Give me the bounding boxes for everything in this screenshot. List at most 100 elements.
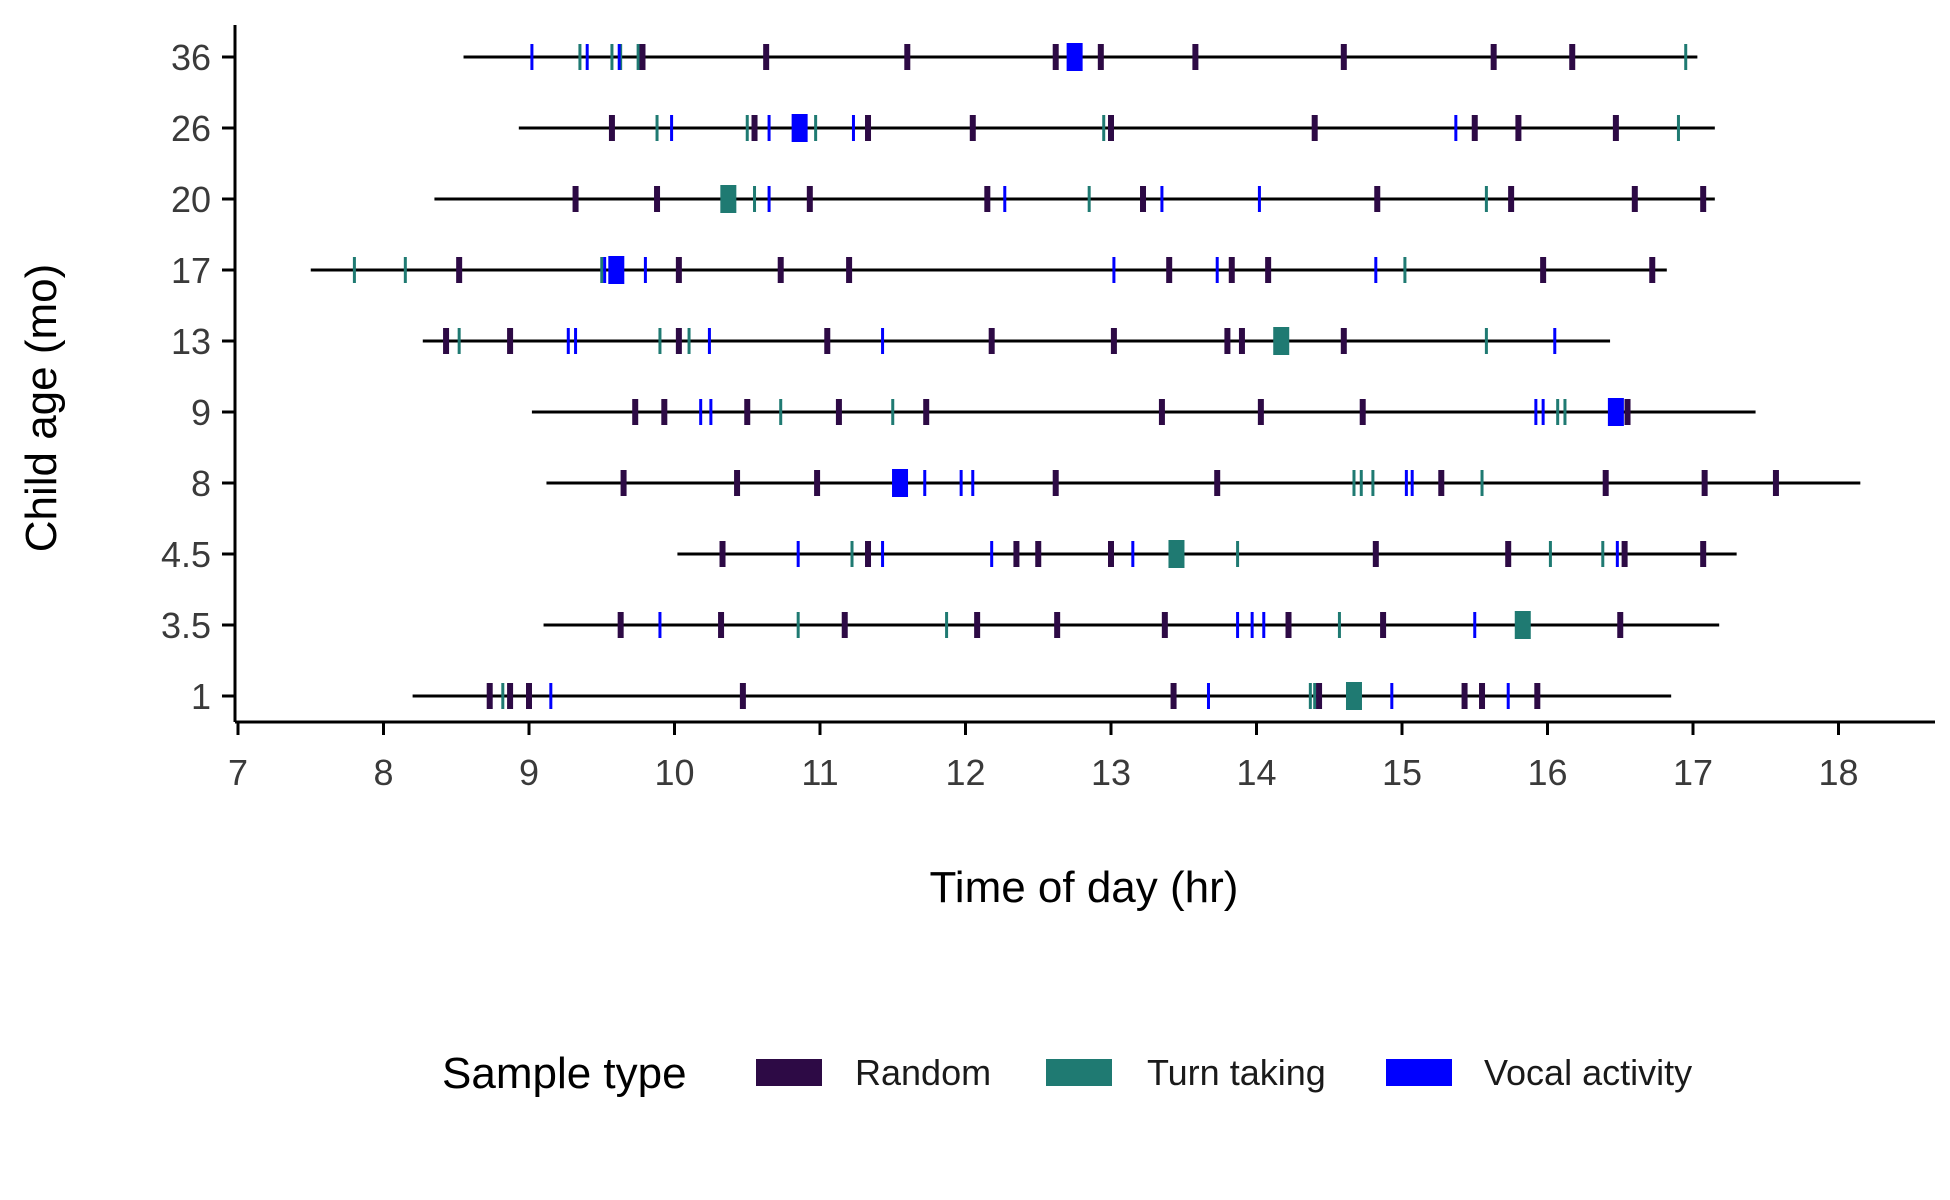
vocal-activity-sample-20-0: [767, 186, 771, 212]
vocal-activity-sample-4-5-1: [881, 541, 885, 567]
legend-swatch-random: [756, 1059, 822, 1086]
vocal-activity-sample-3-5-2: [1250, 612, 1254, 638]
random-sample-26-4: [1108, 115, 1114, 141]
vocal-activity-sample-17-1: [643, 257, 647, 283]
vocal-activity-sample-9-3: [1541, 399, 1545, 425]
vocal-activity-sample-4-5-3: [1131, 541, 1135, 567]
turn-taking-sample-8-1: [1359, 470, 1363, 496]
random-sample-17-8: [1649, 257, 1656, 283]
vocal-activity-sample-17-0: [603, 257, 607, 283]
y-tick-label-36: 36: [171, 37, 211, 78]
vocal-activity-sample-36-0: [530, 44, 534, 70]
random-sample-4-5-1: [865, 541, 872, 567]
random-sample-8-7: [1701, 470, 1708, 496]
random-sample-26-8: [1612, 115, 1619, 141]
random-sample-13-4: [988, 328, 995, 354]
random-sample-8-6: [1602, 470, 1609, 496]
random-sample-9-8: [1624, 399, 1631, 425]
y-tick-label-1: 1: [191, 676, 211, 717]
turn-taking-sample-1-2: [1313, 683, 1317, 709]
random-sample-26-5: [1311, 115, 1318, 141]
vocal-activity-sample-13-0: [566, 328, 570, 354]
turn-taking-sample-block-1-0: [1345, 682, 1362, 710]
random-sample-4-5-2: [1013, 541, 1020, 567]
random-sample-13-3: [824, 328, 831, 354]
turn-taking-sample-13-3: [1484, 328, 1488, 354]
x-tick-label-11: 11: [801, 752, 838, 793]
random-sample-8-8: [1772, 470, 1779, 496]
turn-taking-sample-4-5-2: [1548, 541, 1552, 567]
turn-taking-sample-17-1: [403, 257, 407, 283]
legend-swatch-vocal-activity: [1386, 1059, 1452, 1086]
vocal-activity-sample-17-3: [1215, 257, 1219, 283]
turn-taking-sample-26-1: [745, 115, 749, 141]
turn-taking-sample-4-5-3: [1601, 541, 1605, 567]
random-sample-20-4: [1140, 186, 1147, 212]
random-sample-3-5-2: [841, 612, 848, 638]
y-tick-label-3-5: 3.5: [161, 605, 211, 646]
x-tick-label-8: 8: [373, 752, 393, 793]
random-sample-36-7: [1490, 44, 1497, 70]
random-sample-3-5-0: [617, 612, 624, 638]
y-tick-label-26: 26: [171, 108, 211, 149]
vocal-activity-sample-17-4: [1374, 257, 1378, 283]
random-sample-1-4: [1170, 683, 1177, 709]
turn-taking-sample-20-0: [753, 186, 757, 212]
random-sample-8-3: [1052, 470, 1059, 496]
vocal-activity-sample-4-5-4: [1615, 541, 1619, 567]
random-sample-17-1: [675, 257, 682, 283]
turn-taking-sample-26-0: [655, 115, 659, 141]
random-sample-3-5-4: [1054, 612, 1061, 638]
random-sample-9-0: [632, 399, 639, 425]
turn-taking-sample-17-0: [352, 257, 356, 283]
random-sample-1-3: [739, 683, 746, 709]
vocal-activity-sample-8-4: [1410, 470, 1414, 496]
vocal-activity-sample-8-3: [1404, 470, 1408, 496]
random-sample-3-5-7: [1380, 612, 1387, 638]
x-tick-label-18: 18: [1818, 752, 1858, 793]
random-sample-20-3: [984, 186, 991, 212]
random-sample-9-6: [1257, 399, 1264, 425]
vocal-activity-sample-20-3: [1257, 186, 1261, 212]
vocal-activity-sample-13-1: [574, 328, 578, 354]
turn-taking-sample-20-1: [1087, 186, 1091, 212]
vocal-activity-sample-block-9-0: [1607, 398, 1624, 426]
turn-taking-sample-26-3: [1102, 115, 1106, 141]
legend-label-random: Random: [855, 1052, 991, 1093]
random-sample-1-1: [507, 683, 514, 709]
vocal-activity-sample-26-2: [851, 115, 855, 141]
turn-taking-sample-block-13-0: [1273, 327, 1290, 355]
random-sample-4-5-4: [1108, 541, 1114, 567]
legend: Sample type Random Turn taking Vocal act…: [442, 1049, 1692, 1098]
random-sample-20-6: [1508, 186, 1515, 212]
random-sample-9-3: [835, 399, 842, 425]
random-sample-26-1: [751, 115, 758, 141]
x-tick-label-7: 7: [228, 752, 248, 793]
random-sample-26-6: [1471, 115, 1478, 141]
random-sample-26-7: [1515, 115, 1522, 141]
random-sample-36-3: [1052, 44, 1059, 70]
plot-area: [310, 43, 1861, 710]
random-sample-36-1: [763, 44, 770, 70]
random-sample-3-5-8: [1617, 612, 1624, 638]
random-sample-9-4: [923, 399, 930, 425]
legend-label-turn-taking: Turn taking: [1147, 1052, 1326, 1093]
turn-taking-sample-3-5-0: [796, 612, 800, 638]
y-tick-label-9: 9: [191, 392, 211, 433]
random-sample-26-3: [969, 115, 976, 141]
vocal-activity-sample-4-5-0: [796, 541, 800, 567]
x-tick-label-15: 15: [1382, 752, 1422, 793]
random-sample-3-5-1: [718, 612, 725, 638]
turn-taking-sample-20-2: [1484, 186, 1488, 212]
random-sample-8-0: [620, 470, 627, 496]
vocal-activity-sample-1-1: [1206, 683, 1210, 709]
random-sample-3-5-3: [974, 612, 981, 638]
vocal-activity-sample-block-8-0: [892, 469, 909, 497]
vocal-activity-sample-8-1: [959, 470, 963, 496]
random-sample-1-2: [526, 683, 532, 709]
random-sample-4-5-6: [1505, 541, 1512, 567]
random-sample-1-8: [1534, 683, 1541, 709]
turn-taking-sample-13-1: [658, 328, 662, 354]
vocal-activity-sample-block-26-0: [791, 114, 808, 142]
